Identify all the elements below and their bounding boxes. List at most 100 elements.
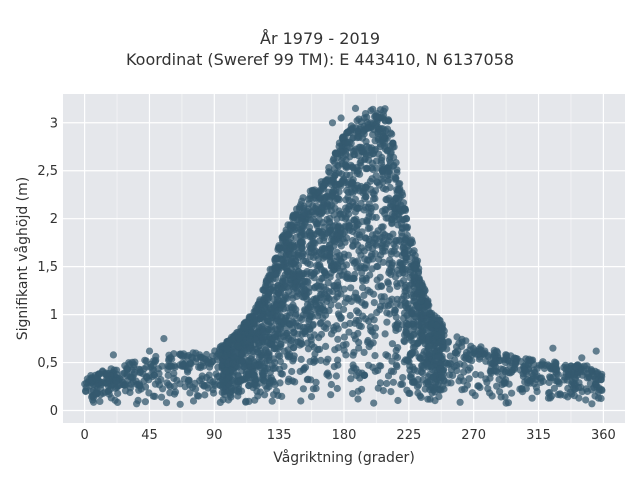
data-point (189, 354, 197, 362)
data-point (287, 221, 295, 229)
data-point (419, 282, 427, 290)
data-point (337, 315, 345, 323)
data-point (325, 228, 333, 236)
data-point (332, 169, 340, 177)
data-point (409, 331, 417, 339)
y-tick-label: 1 (50, 308, 58, 323)
data-point (549, 344, 557, 352)
data-point (582, 396, 590, 404)
data-point (263, 293, 271, 301)
data-point (166, 389, 174, 397)
data-point (340, 305, 348, 313)
data-point (278, 392, 286, 400)
data-point (351, 208, 359, 216)
data-point (588, 386, 596, 394)
data-point (368, 159, 377, 167)
data-point (391, 306, 399, 314)
data-point (425, 336, 433, 344)
data-point (361, 234, 369, 242)
data-point (235, 334, 243, 342)
data-point (142, 363, 151, 371)
data-point (162, 399, 171, 407)
data-point (202, 350, 211, 359)
data-point (316, 345, 324, 353)
y-axis-title: Signifikant våghöjd (m) (14, 177, 31, 340)
data-point (327, 301, 335, 309)
data-point (299, 238, 307, 247)
data-point (291, 284, 299, 292)
data-point (456, 398, 464, 406)
y-tick-label: 3 (50, 116, 58, 131)
data-point (229, 367, 237, 375)
data-point (401, 205, 409, 213)
data-point (369, 131, 377, 139)
data-point (359, 312, 367, 320)
y-tick-label: 1,5 (37, 260, 58, 275)
data-point (334, 356, 342, 364)
data-point (296, 228, 304, 236)
data-point (305, 317, 313, 325)
data-point (385, 297, 393, 305)
data-point (361, 110, 370, 118)
data-point (234, 342, 242, 350)
data-point (268, 397, 276, 405)
data-point (238, 357, 246, 365)
data-point (292, 306, 300, 314)
data-point (493, 382, 501, 390)
data-point (246, 313, 254, 321)
data-point (361, 371, 369, 379)
data-point (266, 311, 274, 319)
data-point (371, 367, 379, 375)
data-point (426, 395, 434, 403)
data-point (354, 395, 362, 403)
data-point (567, 370, 576, 379)
data-point (438, 373, 447, 381)
data-point (493, 348, 502, 356)
data-point (383, 318, 391, 326)
data-point (358, 228, 366, 236)
data-point (528, 394, 536, 402)
data-point (349, 241, 357, 249)
data-point (298, 244, 306, 252)
data-point (333, 384, 341, 393)
data-point (500, 379, 508, 388)
data-point (410, 378, 418, 386)
data-point (484, 351, 492, 359)
data-point (533, 388, 541, 396)
data-point (189, 397, 198, 405)
data-point (325, 219, 333, 227)
data-point (176, 380, 184, 388)
data-point (288, 291, 296, 299)
data-point (362, 193, 370, 201)
data-point (134, 381, 142, 389)
data-point (371, 352, 379, 360)
data-point (289, 318, 297, 326)
data-point (200, 382, 208, 390)
data-point (145, 347, 154, 355)
data-point (391, 273, 400, 281)
data-point (447, 379, 455, 387)
data-point (350, 348, 358, 356)
x-tick-label: 225 (396, 428, 421, 443)
data-point (563, 363, 571, 372)
data-point (430, 312, 438, 320)
data-point (251, 336, 259, 344)
data-point (299, 385, 307, 393)
data-point (395, 204, 403, 212)
data-point (373, 263, 381, 271)
data-point (554, 391, 562, 399)
data-point (356, 264, 364, 272)
data-point (109, 351, 117, 359)
data-point (106, 385, 114, 393)
data-point (444, 338, 452, 346)
data-point (349, 390, 357, 398)
data-point (258, 313, 266, 321)
data-point (270, 391, 278, 399)
data-point (196, 364, 205, 372)
data-point (371, 203, 379, 211)
data-point (271, 264, 279, 272)
data-point (366, 177, 374, 185)
data-point (332, 372, 340, 380)
data-point (92, 390, 100, 398)
data-point (475, 382, 483, 390)
